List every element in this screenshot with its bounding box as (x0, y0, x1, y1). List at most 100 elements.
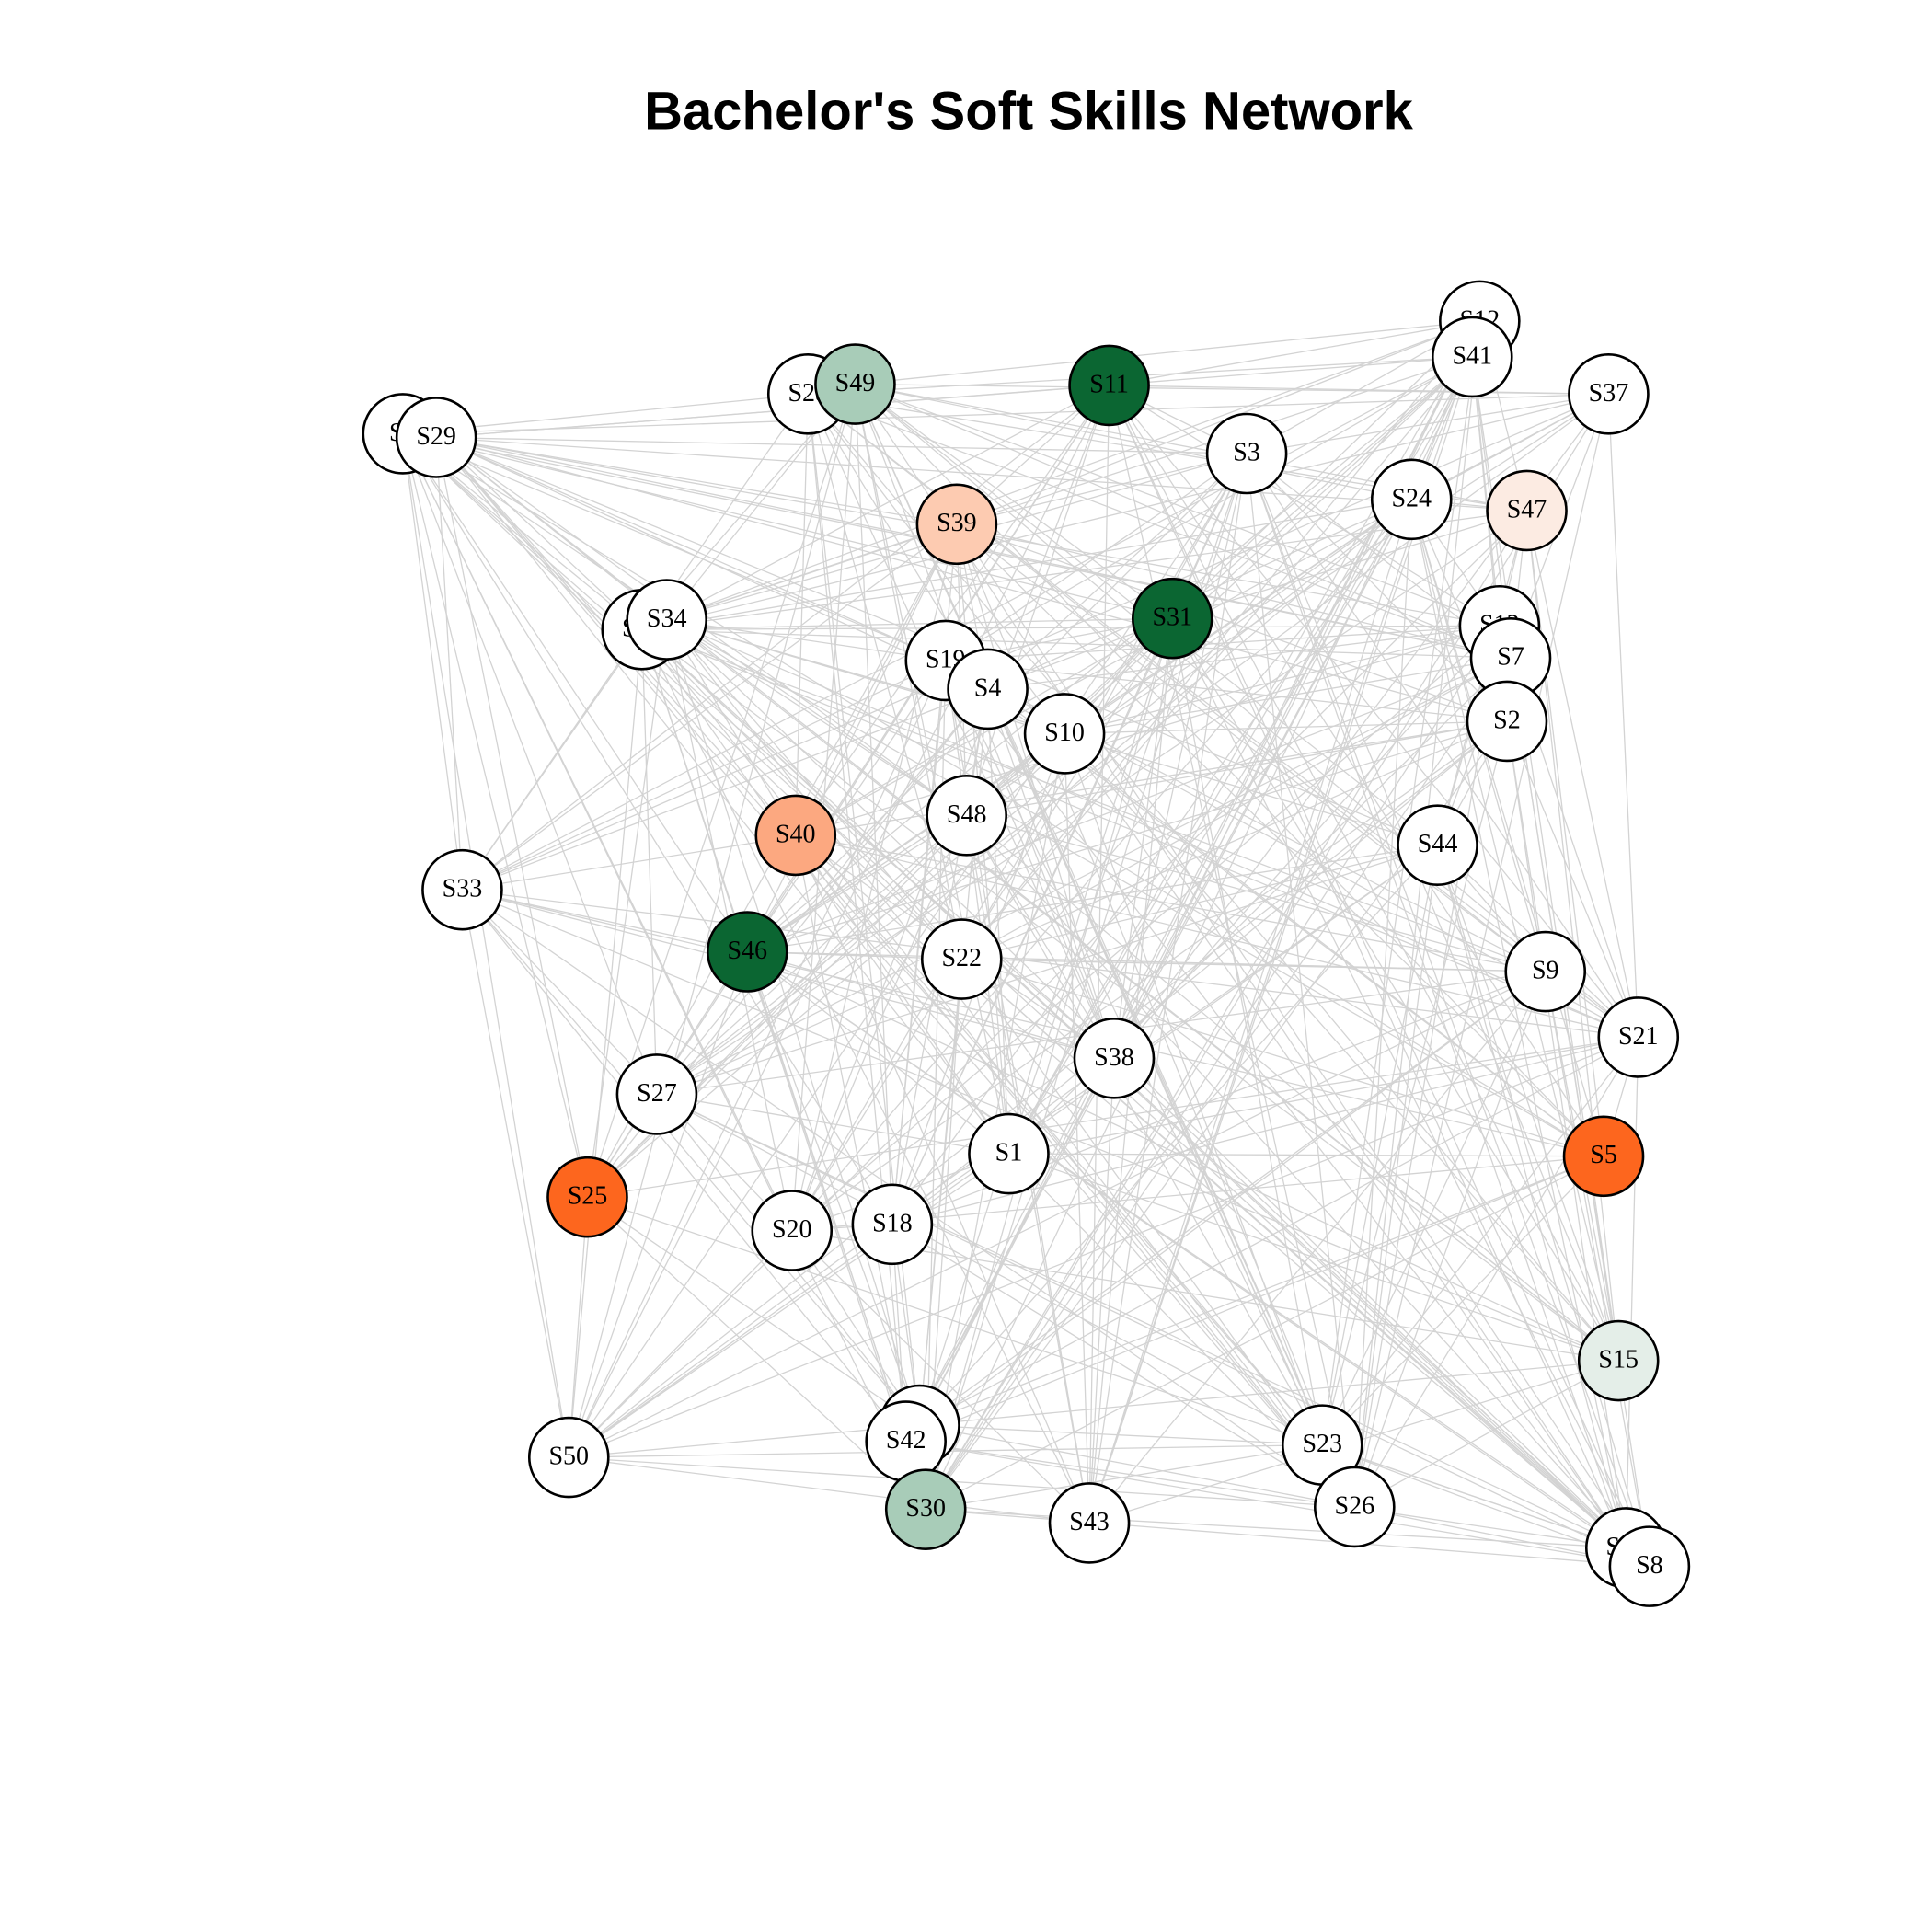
edge (795, 834, 1546, 972)
edge (568, 629, 643, 1458)
edge (656, 657, 1512, 1095)
node: S50 (527, 1416, 610, 1499)
node-circle (546, 1156, 628, 1238)
edge (746, 950, 1619, 1362)
edge (1410, 499, 1604, 1156)
node: S21 (1597, 996, 1680, 1078)
node-label: S22 (941, 944, 982, 972)
edge (1321, 971, 1547, 1445)
edge (568, 510, 1527, 1458)
edge (462, 889, 748, 953)
node-label: S31 (1152, 604, 1192, 632)
node: S7 (1469, 616, 1552, 699)
edge (666, 618, 946, 661)
edge (966, 815, 1115, 1059)
edge (1436, 845, 1650, 1567)
edge (956, 320, 1480, 525)
edge (919, 1424, 1355, 1508)
edge (925, 510, 1528, 1511)
node-label: S47 (1507, 495, 1547, 523)
edge (569, 1456, 1090, 1524)
edge (641, 499, 1412, 630)
edge (986, 688, 1115, 1059)
edge (462, 889, 1115, 1059)
edge (926, 1509, 1650, 1568)
edge (1321, 1037, 1639, 1446)
edge (791, 625, 1501, 1232)
edge (1171, 617, 1619, 1362)
edge (854, 384, 1355, 1508)
edge (891, 499, 1412, 1225)
edge (656, 1093, 1009, 1155)
title: Bachelor's Soft Skills Network (644, 81, 1413, 141)
node: S49 (814, 343, 896, 425)
node-label: S50 (548, 1443, 589, 1471)
edge (987, 688, 1604, 1157)
edge (919, 1036, 1639, 1426)
edge (641, 393, 1609, 630)
node-circle (527, 1416, 610, 1499)
edge (641, 628, 1512, 659)
edge (1064, 720, 1507, 735)
node-circle (1131, 577, 1213, 660)
node-circle (395, 397, 477, 478)
node-circle (626, 579, 707, 661)
node-circle (615, 1053, 698, 1135)
edge (905, 1440, 1650, 1568)
node-circle (1562, 1115, 1645, 1198)
node: S10 (1023, 693, 1106, 775)
edge (746, 393, 1609, 953)
edge (568, 720, 1508, 1458)
edge (747, 845, 1438, 953)
edges (402, 320, 1650, 1568)
edge (666, 619, 1650, 1568)
node-label: S40 (776, 820, 816, 848)
node-circle (706, 911, 788, 993)
edge (746, 660, 947, 952)
node-circle (814, 343, 896, 425)
edge (1008, 1153, 1604, 1157)
edge (905, 845, 1439, 1443)
node-circle (1486, 469, 1568, 552)
edge (402, 433, 893, 1225)
edge (966, 720, 1508, 816)
edge (569, 1456, 1355, 1508)
edge (891, 617, 1173, 1225)
node-label: S18 (872, 1209, 913, 1237)
edge (587, 499, 1412, 1198)
edge (1172, 510, 1527, 619)
node: S47 (1486, 469, 1568, 552)
edge (746, 951, 921, 1426)
edge (462, 889, 1639, 1039)
edge (1064, 733, 1627, 1548)
node-label: S29 (416, 422, 456, 451)
edge (1353, 320, 1480, 1508)
node-label: S5 (1590, 1141, 1617, 1169)
node: S44 (1397, 804, 1478, 886)
node: S46 (706, 911, 788, 993)
node-label: S11 (1089, 370, 1129, 398)
node-label: S44 (1418, 830, 1458, 858)
edge (568, 1153, 1009, 1458)
edge (402, 432, 947, 661)
node: S31 (1131, 577, 1213, 660)
edge (945, 660, 1355, 1508)
edge (568, 1197, 589, 1458)
node: S39 (915, 483, 998, 566)
edge (462, 617, 1173, 891)
node: S25 (546, 1156, 628, 1238)
edge (855, 383, 1501, 627)
node: S1 (968, 1112, 1050, 1195)
edge (656, 1093, 1323, 1446)
node-label: S9 (1532, 956, 1559, 984)
node-circle (851, 1183, 934, 1266)
node-circle (926, 775, 1007, 857)
node: S37 (1568, 353, 1650, 435)
nodes: S6S29S28S49S11S12S41S37S3S24S47S39S35S34… (362, 280, 1691, 1607)
node: S30 (884, 1468, 967, 1550)
node-label: S49 (835, 369, 876, 397)
node-circle (1397, 804, 1478, 886)
edge (1007, 453, 1248, 1155)
edge (1113, 1057, 1627, 1548)
